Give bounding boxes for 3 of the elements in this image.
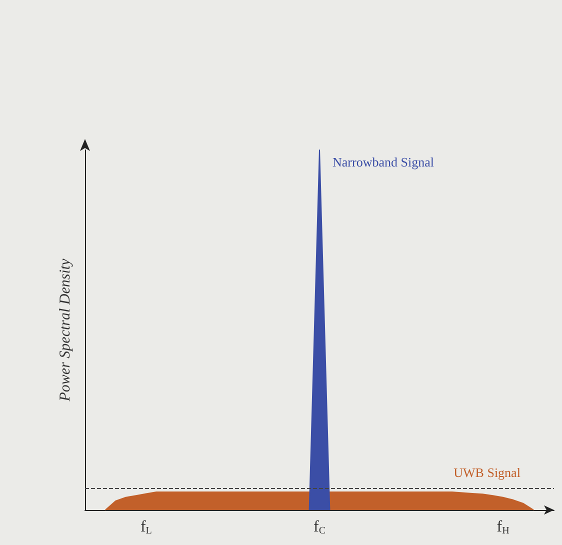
series-label: Narrowband Signal	[332, 154, 434, 170]
series-label: UWB Signal	[454, 465, 521, 480]
y-axis-title: Power Spectral Density	[58, 258, 74, 402]
